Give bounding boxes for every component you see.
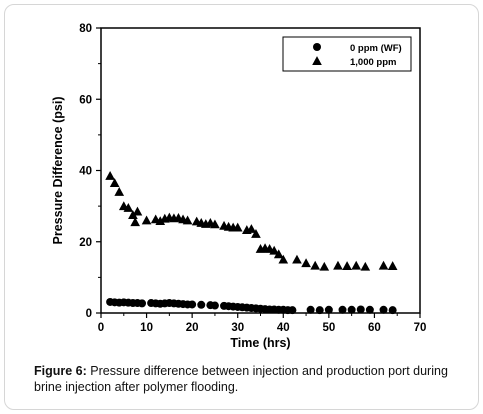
data-point-triangle (105, 170, 115, 180)
chart-marks (105, 170, 398, 315)
legend: 0 ppm (WF) 1,000 ppm (282, 36, 412, 72)
data-point-triangle (132, 206, 143, 216)
caption-text: Pressure difference between injection an… (34, 364, 448, 394)
data-point-circle (388, 306, 397, 315)
data-point-triangle (273, 249, 284, 259)
data-point-triangle (155, 216, 166, 226)
data-point-triangle (319, 261, 330, 271)
data-point-triangle (360, 261, 371, 271)
data-point-triangle (269, 245, 280, 255)
x-tick-label: 0 (98, 322, 104, 334)
y-tick-label: 60 (79, 94, 92, 106)
y-tick-label: 20 (79, 237, 92, 249)
x-tick-label: 50 (322, 322, 335, 334)
data-point-circle (379, 305, 388, 314)
legend-circle-marker (313, 43, 321, 51)
x-tick-label: 30 (231, 322, 244, 334)
data-point-triangle (123, 203, 134, 212)
data-point-triangle (109, 178, 120, 187)
data-point-triangle (114, 187, 125, 196)
x-tick-label: 70 (414, 322, 427, 334)
data-point-circle (210, 301, 219, 310)
data-point-triangle (292, 254, 302, 264)
data-point-triangle (301, 258, 311, 268)
caption-label: Figure 6: (34, 364, 87, 378)
data-point-triangle (182, 215, 193, 225)
figure-frame (4, 4, 479, 410)
legend-box (282, 36, 412, 72)
data-point-triangle (333, 260, 343, 270)
data-point-triangle (310, 260, 321, 270)
data-point-triangle (246, 224, 257, 233)
data-point-triangle (251, 229, 261, 238)
x-axis-label: Time (hrs) (230, 336, 290, 350)
data-point-circle (306, 305, 315, 314)
data-point-triangle (351, 260, 362, 270)
data-point-triangle (128, 210, 138, 220)
x-tick-label: 40 (277, 322, 290, 334)
data-point-triangle (210, 219, 220, 229)
figure-caption: Figure 6: Pressure difference between in… (34, 363, 454, 395)
data-point-triangle (278, 254, 289, 264)
y-axis-label: Pressure Difference (psi) (51, 97, 65, 245)
legend-label: 1,000 ppm (350, 57, 396, 68)
x-tick-label: 10 (140, 322, 153, 334)
data-point-circle (288, 306, 297, 315)
data-point-triangle (387, 261, 398, 270)
y-tick-label: 80 (79, 23, 92, 35)
data-point-triangle (232, 222, 243, 232)
x-tick-label: 60 (368, 322, 381, 334)
data-point-circle (188, 300, 197, 309)
data-point-circle (356, 305, 365, 314)
data-point-triangle (130, 217, 141, 227)
data-point-triangle (342, 261, 352, 270)
data-point-circle (197, 300, 206, 309)
series-2 (105, 170, 398, 271)
data-point-circle (365, 305, 374, 314)
legend-triangle-marker (312, 56, 322, 65)
chart: 0 10 20 30 40 50 60 70 0 20 40 60 80 Time (hrs) Pressu… (51, 23, 426, 350)
y-tick-label: 0 (86, 308, 92, 320)
y-tick-label: 40 (79, 166, 92, 178)
axes: 0 10 20 30 40 50 60 70 0 20 40 60 80 Time (hrs) Pressu… (51, 23, 426, 350)
x-tick-label: 20 (186, 322, 199, 334)
series-1 (106, 297, 397, 315)
data-point-circle (338, 305, 347, 314)
data-point-circle (315, 306, 324, 315)
data-point-circle (138, 299, 147, 308)
data-point-circle (347, 305, 356, 314)
data-point-triangle (378, 260, 389, 270)
data-point-triangle (141, 215, 152, 225)
data-point-circle (324, 305, 333, 314)
legend-label: 0 ppm (WF) (350, 43, 402, 54)
